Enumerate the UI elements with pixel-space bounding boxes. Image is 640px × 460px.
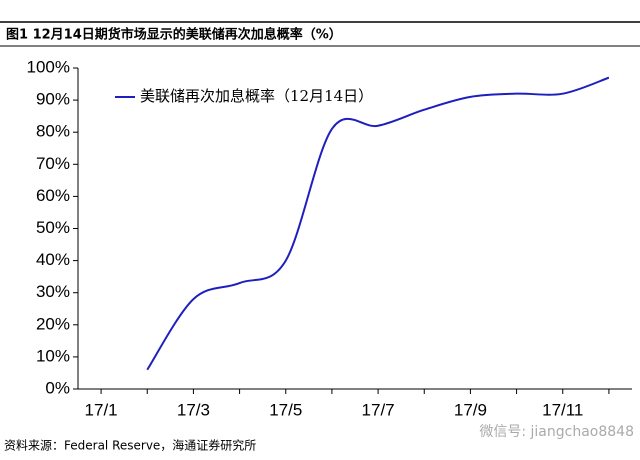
y-tick-label: 20% (36, 314, 70, 333)
x-tick-label: 17/11 (542, 400, 583, 419)
y-tick-label: 40% (36, 250, 70, 269)
x-tick-label: 17/3 (177, 400, 210, 419)
series-line (146, 76, 610, 371)
y-tick-label: 80% (36, 122, 70, 141)
x-tick-label: 17/7 (362, 400, 395, 419)
y-tick-label: 50% (36, 218, 70, 237)
y-tick-label: 100% (27, 57, 70, 76)
y-tick-label: 90% (36, 90, 70, 109)
source-note: 资料来源：Federal Reserve，海通证券研究所 (4, 438, 256, 453)
chart-title: 图1 12月14日期货市场显示的美联储再次加息概率（%） (6, 27, 342, 43)
legend-label: 美联储再次加息概率（12月14日） (140, 87, 373, 105)
y-tick-label: 70% (36, 154, 70, 173)
y-tick-label: 30% (36, 282, 70, 301)
y-tick-label: 60% (36, 186, 70, 205)
x-tick-label: 17/5 (269, 400, 302, 419)
watermark: 微信号: jiangchao8848 (479, 424, 634, 440)
y-tick-label: 0% (45, 378, 70, 397)
x-tick-label: 17/1 (85, 400, 118, 419)
x-tick-label: 17/9 (454, 400, 487, 419)
y-tick-label: 10% (36, 346, 70, 365)
